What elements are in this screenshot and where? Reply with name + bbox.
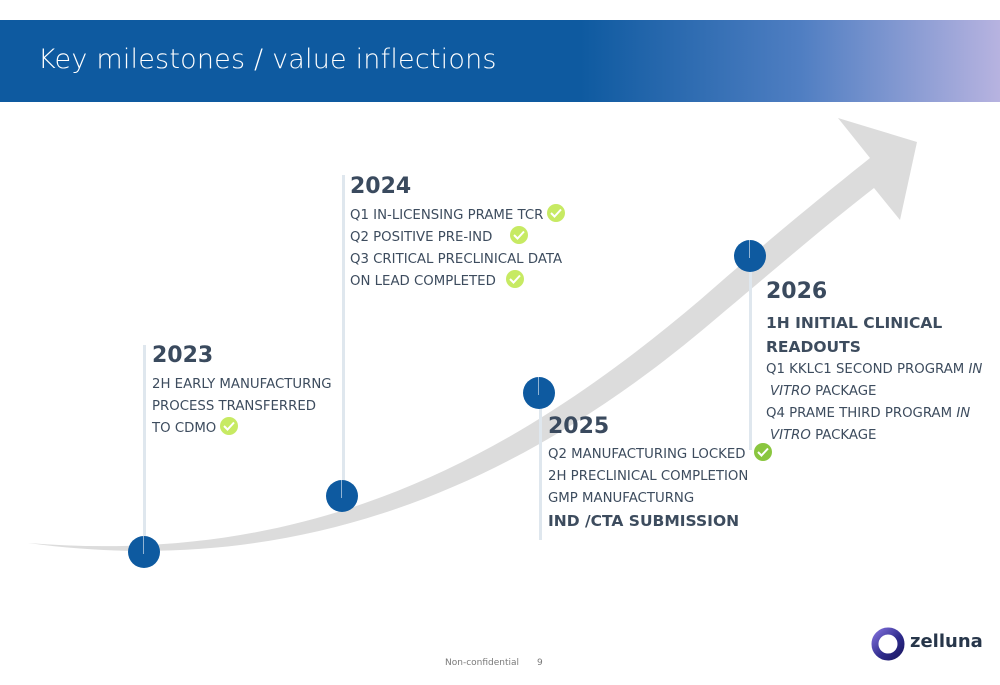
milestone-bold-2026: 1H INITIAL CLINICAL READOUTS xyxy=(766,311,942,359)
milestone-text-2026: Q1 KKLC1 SECOND PROGRAM IN VITRO PACKAGE… xyxy=(766,359,982,447)
milestone-year-2024: 2024 xyxy=(350,174,412,199)
milestone-dot-2024 xyxy=(326,480,358,512)
milestone-year-2025: 2025 xyxy=(548,414,610,439)
milestone-line: Q1 IN-LICENSING PRAME TCR xyxy=(350,204,566,227)
milestone-line: 1H INITIAL CLINICAL xyxy=(766,314,943,332)
page-number: 9 xyxy=(537,658,543,668)
timeline-arrow-body xyxy=(28,118,917,551)
connector-line-2025 xyxy=(539,390,542,540)
logo-text: zelluna xyxy=(910,631,983,652)
milestone-line: ON LEAD COMPLETED xyxy=(350,270,565,293)
milestone-line: READOUTS xyxy=(766,338,861,356)
check-icon xyxy=(220,417,239,435)
milestone-dot-2023 xyxy=(128,536,160,568)
milestone-line: Q3 CRITICAL PRECLINICAL DATA xyxy=(350,252,563,267)
milestone-bold-2025: IND /CTA SUBMISSION xyxy=(548,512,740,530)
milestone-line: Q2 POSITIVE PRE-IND xyxy=(350,226,565,249)
milestone-line: TO CDMO xyxy=(152,417,332,440)
check-icon xyxy=(510,226,529,244)
milestone-line: Q4 PRAME THIRD PROGRAM IN xyxy=(766,406,971,421)
milestone-year-2026: 2026 xyxy=(766,279,828,304)
milestone-text-2025: Q2 MANUFACTURING LOCKED 2H PRECLINICAL C… xyxy=(548,443,772,510)
milestone-line: PROCESS TRANSFERRED xyxy=(152,399,316,414)
milestone-text-2024: Q1 IN-LICENSING PRAME TCR Q2 POSITIVE PR… xyxy=(350,204,566,293)
footer-classification: Non-confidential xyxy=(445,658,520,668)
milestone-line: GMP MANUFACTURNG xyxy=(548,491,695,506)
milestone-line: VITRO PACKAGE xyxy=(770,384,877,399)
logo-ring-icon xyxy=(871,627,905,661)
header-banner: Key milestones / value inflections xyxy=(0,20,1000,102)
milestone-line: VITRO PACKAGE xyxy=(770,428,877,443)
milestone-line: Q2 MANUFACTURING LOCKED xyxy=(548,443,772,466)
milestone-dot-2026 xyxy=(734,240,766,272)
connector-line-2023 xyxy=(143,345,146,550)
milestone-dot-2025 xyxy=(523,377,555,409)
page-title: Key milestones / value inflections xyxy=(38,44,497,75)
milestone-year-2023: 2023 xyxy=(152,343,214,368)
check-icon xyxy=(505,270,524,288)
connector-line-2026 xyxy=(749,260,752,450)
check-icon xyxy=(753,443,772,461)
milestone-text-2023: 2H EARLY MANUFACTURNG PROCESS TRANSFERRE… xyxy=(152,374,332,440)
zelluna-logo: zelluna xyxy=(870,622,983,666)
check-icon xyxy=(547,204,566,222)
milestone-line: 2H PRECLINICAL COMPLETION xyxy=(548,469,749,484)
milestone-line: 2H EARLY MANUFACTURNG xyxy=(152,377,332,392)
connector-line-2024 xyxy=(342,175,345,485)
milestone-line: Q1 KKLC1 SECOND PROGRAM IN xyxy=(766,362,983,377)
